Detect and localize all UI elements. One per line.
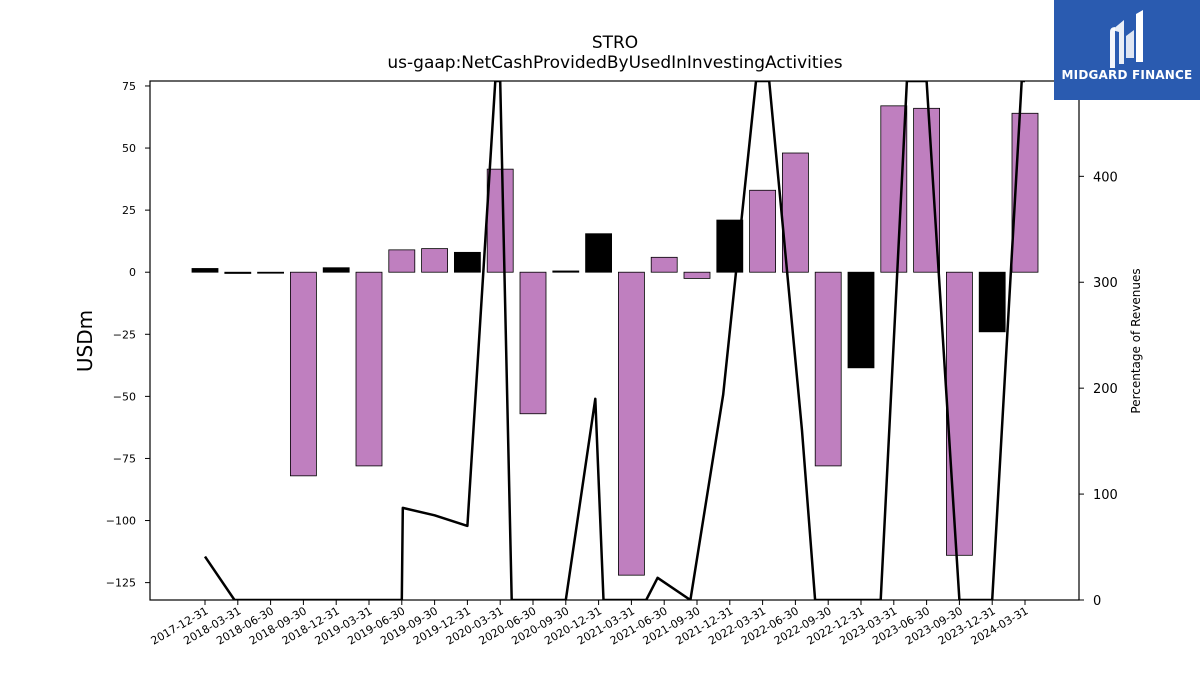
x-axis: 2017-12-312018-03-312018-06-302018-09-30… [149,600,1031,648]
y-axis-left: −125 −100 −75 −50 −25 0 25 50 75 [106,80,150,590]
y2-axis-label: Percentage of Revenues [1129,268,1143,413]
bar-2021-06-30 [650,256,678,273]
bar-2018-12-31 [322,267,350,273]
chart-title: STRO [591,33,639,53]
bar-2022-09-30 [814,271,842,467]
bar-2023-09-30 [946,271,973,556]
bar-2019-03-31 [355,271,383,467]
line-series [203,81,1025,600]
y2-tick-label: 200 [1093,382,1118,397]
bar-series [191,105,1039,576]
y2-tick-label: 400 [1093,170,1118,185]
bar-2021-03-31 [618,271,645,576]
revenue-percentage-line [203,81,1025,600]
bar-2019-12-31 [453,251,481,273]
y-tick-label: 50 [122,142,136,155]
bar-2018-03-31 [224,271,252,274]
bar-2020-12-31 [585,233,612,273]
bar-2021-09-30 [683,271,711,279]
y-tick-label: 25 [122,204,136,217]
logo-mark-icon [1110,10,1143,68]
bar-2018-09-30 [289,271,317,477]
bar-2020-09-30 [552,270,580,273]
bar-2017-12-31 [191,268,219,273]
bar-2023-03-31 [880,105,908,273]
bar-2023-12-31 [978,271,1006,333]
plot-frame [149,80,1080,601]
y2-tick-label: 100 [1093,488,1118,503]
bar-2019-09-30 [421,248,449,273]
y-tick-label: 75 [122,80,136,93]
y-axis-right: 0 100 200 300 400 [1079,170,1118,609]
y-axis-label: USDm [73,310,97,372]
bar-2020-06-30 [519,271,547,415]
y-tick-label: −125 [106,577,136,590]
bar-2018-06-30 [257,271,285,274]
bar-2020-03-31 [486,168,514,273]
y-tick-label: −25 [113,328,136,341]
y2-tick-label: 0 [1093,594,1101,609]
y-tick-label: −75 [113,452,136,465]
brand-name: MIDGARD FINANCE [1061,68,1193,82]
y-tick-label: −50 [113,390,136,403]
bar-2023-06-30 [913,107,940,273]
y2-tick-label: 300 [1093,276,1118,291]
bar-2022-03-31 [749,189,776,273]
bar-2022-06-30 [782,152,809,273]
bar-2022-12-31 [847,271,875,369]
bar-2019-06-30 [388,249,416,273]
y-tick-label: −100 [106,515,136,528]
brand-logo: MIDGARD FINANCE [1054,0,1200,100]
y-tick-label: 0 [129,266,136,279]
chart-subtitle: us-gaap:NetCashProvidedByUsedInInvesting… [387,53,843,73]
